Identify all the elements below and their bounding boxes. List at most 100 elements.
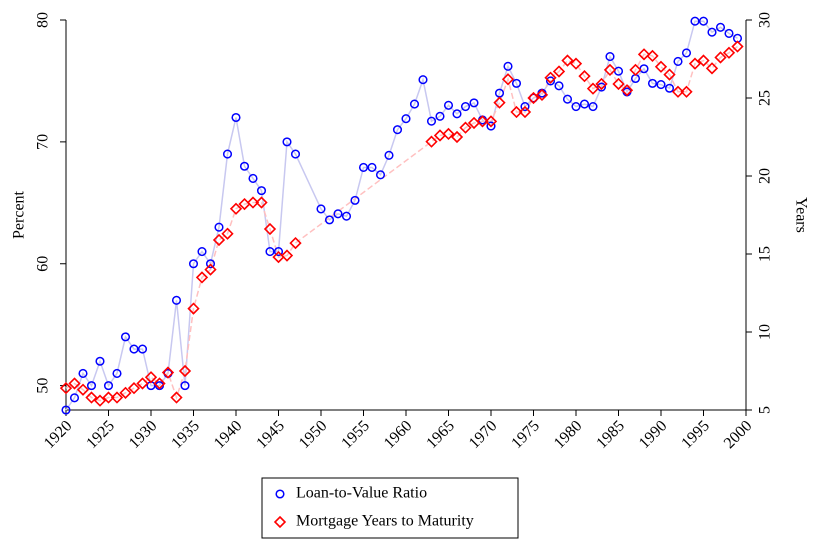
marker-diamond — [518, 105, 532, 119]
marker-circle — [248, 173, 258, 183]
marker-diamond — [204, 263, 217, 276]
x-tick-label: 1955 — [338, 417, 373, 452]
y-tick-label: 70 — [35, 134, 52, 150]
marker-circle — [392, 125, 403, 135]
marker-circle — [188, 259, 199, 269]
x-tick-label: 1980 — [551, 417, 586, 452]
marker-circle — [486, 121, 496, 131]
marker-circle — [698, 16, 709, 26]
marker-circle — [673, 56, 683, 66]
marker-circle — [562, 94, 573, 104]
marker-diamond — [603, 63, 617, 77]
x-tick-label: 1945 — [253, 417, 288, 452]
marker-diamond — [246, 196, 260, 209]
marker-diamond — [76, 383, 90, 396]
legend-marker — [273, 515, 287, 529]
marker-circle — [401, 114, 411, 124]
marker-circle — [197, 247, 207, 257]
marker-diamond — [119, 386, 132, 399]
marker-circle — [375, 170, 386, 180]
marker-diamond — [212, 233, 226, 247]
marker-circle — [520, 101, 530, 112]
x-tick-label: 1940 — [211, 417, 246, 452]
marker-diamond — [59, 382, 73, 395]
marker-diamond — [93, 394, 107, 407]
marker-diamond — [544, 71, 557, 84]
marker-circle — [282, 137, 292, 147]
y-tick-label: 60 — [35, 256, 52, 272]
marker-diamond — [552, 65, 566, 78]
marker-diamond — [102, 391, 115, 404]
x-tick-label: 1920 — [41, 417, 76, 452]
marker-diamond — [170, 391, 183, 404]
marker-diamond — [255, 196, 268, 209]
marker-diamond — [688, 57, 702, 70]
x-tick-label: 1975 — [508, 417, 543, 452]
marker-circle — [231, 112, 241, 123]
marker-diamond — [569, 57, 583, 70]
marker-circle — [273, 247, 284, 257]
x-tick-label: 1970 — [466, 417, 501, 452]
marker-diamond — [561, 54, 574, 67]
marker-diamond — [535, 88, 549, 102]
y-axis-label: Percent — [11, 190, 28, 239]
marker-diamond — [637, 48, 651, 61]
marker-circle — [545, 76, 556, 86]
marker-circle — [707, 27, 717, 37]
marker-diamond — [646, 49, 659, 63]
marker-diamond — [510, 105, 523, 119]
marker-circle — [656, 80, 666, 90]
y-tick-label: 50 — [35, 378, 52, 394]
marker-diamond — [459, 121, 472, 134]
x-tick-label: 1990 — [636, 417, 671, 452]
marker-circle — [86, 381, 97, 391]
marker-diamond — [127, 382, 141, 395]
marker-diamond — [476, 115, 489, 128]
y2-tick-label: 5 — [757, 406, 774, 414]
legend-label: Mortgage Years to Maturity — [296, 513, 474, 530]
marker-diamond — [110, 391, 124, 404]
marker-diamond — [714, 51, 727, 64]
marker-diamond — [578, 70, 591, 83]
marker-diamond — [722, 46, 736, 59]
y2-tick-label: 10 — [757, 324, 774, 340]
marker-diamond — [68, 377, 81, 390]
marker-circle — [605, 52, 615, 62]
marker-circle — [681, 48, 692, 58]
marker-diamond — [705, 62, 719, 75]
marker-diamond — [195, 271, 209, 284]
marker-circle — [103, 381, 114, 391]
marker-diamond — [731, 40, 744, 53]
marker-diamond — [425, 135, 438, 148]
x-tick-label: 1930 — [126, 417, 161, 452]
marker-diamond — [501, 73, 515, 86]
x-tick-label: 1950 — [296, 417, 331, 452]
x-tick-label: 1925 — [83, 417, 118, 452]
x-tick-label: 1995 — [678, 417, 713, 452]
marker-circle — [290, 149, 301, 159]
marker-circle — [95, 356, 105, 366]
marker-diamond — [187, 302, 200, 315]
x-tick-label: 2000 — [721, 417, 756, 452]
marker-circle — [426, 116, 437, 126]
y2-tick-label: 30 — [757, 12, 774, 28]
marker-diamond — [680, 85, 693, 98]
marker-circle — [452, 109, 462, 119]
marker-diamond — [229, 202, 243, 215]
marker-circle — [503, 61, 513, 71]
marker-diamond — [527, 91, 540, 105]
y2-tick-label: 25 — [757, 90, 774, 106]
marker-circle — [78, 368, 88, 378]
marker-circle — [367, 162, 377, 173]
marker-circle — [690, 16, 700, 26]
marker-diamond — [697, 54, 710, 67]
marker-circle — [409, 99, 420, 109]
marker-diamond — [595, 77, 608, 91]
y2-tick-label: 20 — [757, 168, 774, 184]
marker-diamond — [442, 127, 455, 141]
x-tick-label: 1960 — [381, 417, 416, 452]
marker-circle — [664, 83, 675, 93]
marker-diamond — [280, 249, 294, 262]
marker-diamond — [136, 377, 149, 390]
